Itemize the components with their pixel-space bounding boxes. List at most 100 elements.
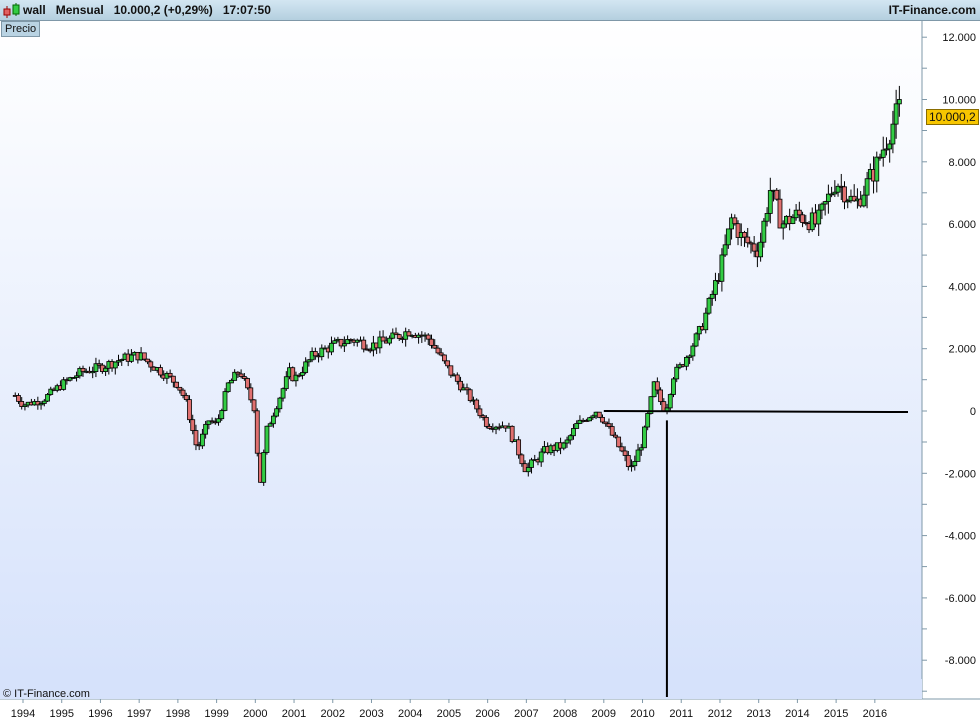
candle-up [387,337,392,344]
candle-down [180,389,186,396]
candle-down [435,347,441,354]
candle-up [574,423,580,429]
candle-up [270,415,276,425]
candle-up [74,375,79,378]
candle-up [280,388,286,399]
candle-down [158,367,163,376]
candle-down [519,454,525,465]
candle-up [816,209,822,225]
panel-label[interactable]: Precio [1,21,41,37]
x-tick-label: 1996 [88,708,112,720]
candle-down [167,372,173,377]
candle-up [571,428,576,437]
candle-down [774,189,780,200]
candle-down [429,338,434,346]
candle-down [393,332,399,336]
candle-down [145,358,150,363]
candle-down [367,349,373,352]
candle-down [16,395,21,402]
candle-down [474,399,480,410]
candle-up [70,377,76,379]
candle-up [103,367,109,372]
candle-down [442,354,447,362]
x-tick-label: 2006 [475,708,499,720]
candle-down [748,242,754,245]
candle-up [687,355,693,358]
candle-down [467,389,473,402]
x-tick-label: 2014 [785,708,809,720]
candle-up [264,425,270,453]
y-tick-label: 0 [970,406,976,418]
candle-down [609,426,615,436]
x-tick-label: 2015 [824,708,848,720]
candle-down [777,198,783,229]
candle-up [219,410,225,420]
symbol: wall [23,3,46,17]
candle-up [232,371,238,381]
plot-bottom [0,679,922,699]
y-tick-label: -2.000 [945,468,976,480]
x-tick-label: 2007 [514,708,538,720]
x-tick-label: 2012 [708,708,732,720]
candle-down [406,331,412,337]
candle-down [487,426,492,429]
candle-down [96,363,102,366]
candle-down [516,439,522,456]
candle-down [483,416,489,427]
candle-up [200,433,205,447]
candle-up [642,426,647,449]
candle-up [587,417,593,422]
candlestick-icon [3,3,20,18]
candle-down [361,339,367,350]
candle-up [638,447,644,451]
annotations [603,410,909,697]
candle-down [141,352,147,360]
candle-down [745,236,751,244]
candle-up [674,366,680,380]
candle-down [312,351,318,357]
candle-up [525,467,531,473]
candle-up [671,378,676,395]
y-tick-label: 2.000 [948,344,976,356]
candle-down [396,334,402,339]
candle-up [822,201,828,205]
candle-up [829,193,835,196]
candle-down [658,389,663,403]
candle-up [684,356,689,367]
candle-down [751,243,757,252]
price-chart[interactable]: 12.000 10.000 8.000 6.000 4.000 2.000 0 -2.000 -… [0,21,980,720]
candle-down [616,436,622,448]
candle-down [654,381,660,391]
candle-up [890,123,896,145]
brand-link[interactable]: IT-Finance.com [888,3,976,17]
candle-up [719,254,725,282]
candle-down [606,423,612,427]
candle-up [41,400,47,404]
candle-down [851,195,857,202]
last-quote: 10.000,2 (+0,29%) [113,3,213,17]
candle-up [93,363,99,372]
candle-up [884,148,889,151]
candle-up [819,203,825,211]
candle-down [235,371,241,375]
candle-up [590,415,596,419]
candle-up [222,391,228,411]
candle-up [629,465,634,468]
candle-down [732,217,738,225]
candle-up [112,361,118,369]
candle-up [758,241,764,258]
candle-up [229,379,234,384]
y-tick-label: 8.000 [948,157,976,169]
candle-down [613,434,618,438]
chart-title: wall Mensual 10.000,2 (+0,29%) 17:07:50 [23,3,271,17]
x-tick-label: 2008 [553,708,577,720]
x-tick-label: 1994 [11,708,35,720]
candle-up [564,439,570,444]
candle-up [896,99,902,105]
candle-up [632,461,638,467]
copyright: © IT-Finance.com [3,688,90,700]
candle-down [241,376,247,379]
candle-up [329,342,334,353]
x-tick-label: 2016 [863,708,887,720]
candle-down [622,450,628,456]
